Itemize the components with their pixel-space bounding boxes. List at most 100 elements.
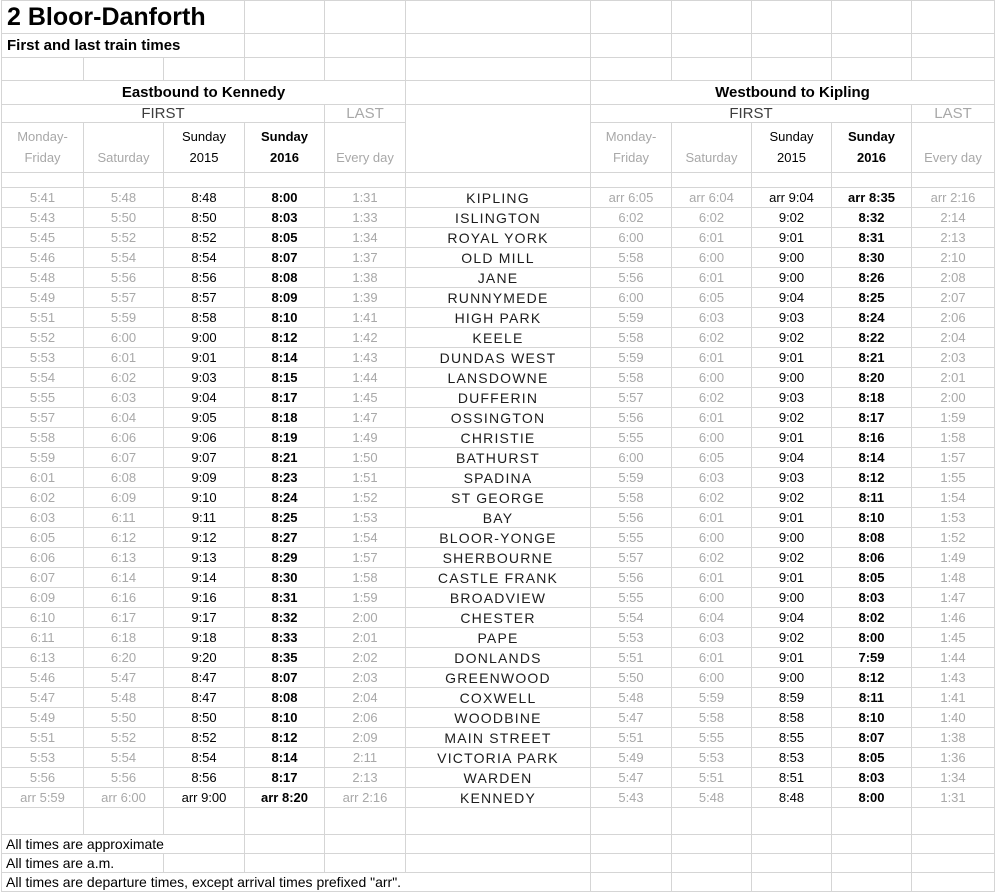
time-cell: 8:33	[244, 627, 325, 648]
time-cell: 9:02	[751, 207, 832, 228]
page-subtitle: First and last train times	[1, 33, 245, 58]
time-cell: 8:25	[831, 287, 912, 308]
time-cell: 8:07	[244, 667, 325, 688]
empty-cell	[831, 57, 912, 81]
time-cell: 6:03	[671, 467, 752, 488]
time-cell: 9:18	[163, 627, 245, 648]
time-cell: 9:00	[751, 267, 832, 288]
time-cell: 6:13	[1, 647, 84, 668]
time-cell: 1:40	[911, 707, 995, 728]
time-cell: 1:44	[324, 367, 406, 388]
time-cell: 8:14	[831, 447, 912, 468]
time-cell: 1:44	[911, 647, 995, 668]
time-cell: 1:51	[324, 467, 406, 488]
empty-cell	[911, 33, 995, 58]
time-cell: 5:52	[83, 227, 164, 248]
empty-cell	[324, 172, 406, 188]
time-cell: 5:58	[671, 707, 752, 728]
time-cell: 8:12	[244, 727, 325, 748]
time-cell: 8:52	[163, 227, 245, 248]
empty-cell	[911, 172, 995, 188]
time-cell: 9:03	[751, 387, 832, 408]
time-cell: 6:00	[671, 527, 752, 548]
time-cell: 7:59	[831, 647, 912, 668]
spacer-row	[1, 57, 995, 81]
time-cell: 2:14	[911, 207, 995, 228]
time-cell: 6:01	[671, 267, 752, 288]
time-cell: 5:58	[590, 327, 672, 348]
time-cell: 1:59	[324, 587, 406, 608]
time-cell: 6:03	[1, 507, 84, 528]
time-cell: 6:02	[1, 487, 84, 508]
time-cell: 8:55	[751, 727, 832, 748]
time-cell: 5:48	[671, 787, 752, 808]
time-cell: 1:31	[911, 787, 995, 808]
time-cell: 8:56	[163, 267, 245, 288]
time-cell: 1:41	[324, 307, 406, 328]
time-cell: 8:30	[831, 247, 912, 268]
time-cell: 8:31	[831, 227, 912, 248]
time-cell: 9:01	[751, 507, 832, 528]
time-cell: 5:49	[1, 287, 84, 308]
time-cell: 5:56	[1, 767, 84, 788]
time-cell: 6:10	[1, 607, 84, 628]
time-cell: arr 2:16	[324, 787, 406, 808]
empty-cell	[671, 834, 752, 854]
table-row: 5:46 5:54 8:54 8:07 1:37 OLD MILL 5:58 6:00 9:00…	[1, 247, 995, 268]
time-cell: 6:01	[1, 467, 84, 488]
time-cell: 8:12	[831, 467, 912, 488]
time-cell: 2:00	[911, 387, 995, 408]
time-cell: 6:00	[83, 327, 164, 348]
station-cell: KIPLING	[405, 187, 591, 208]
empty-cell	[911, 0, 995, 34]
table-row: 5:47 5:48 8:47 8:08 2:04 COXWELL 5:48 5:59 8:59 8…	[1, 687, 995, 708]
empty-cell	[244, 834, 325, 854]
station-cell: HIGH PARK	[405, 307, 591, 328]
time-cell: 2:02	[324, 647, 406, 668]
time-cell: 1:49	[911, 547, 995, 568]
time-cell: 5:56	[83, 267, 164, 288]
time-cell: 6:13	[83, 547, 164, 568]
time-cell: 6:01	[671, 347, 752, 368]
station-cell: ST GEORGE	[405, 487, 591, 508]
time-cell: 1:48	[911, 567, 995, 588]
time-cell: 6:12	[83, 527, 164, 548]
table-row: 6:09 6:16 9:16 8:31 1:59 BROADVIEW 5:55 6:00 9:0…	[1, 587, 995, 608]
time-cell: 6:00	[590, 447, 672, 468]
empty-cell	[671, 0, 752, 34]
time-cell: 5:55	[590, 587, 672, 608]
time-cell: 2:04	[911, 327, 995, 348]
empty-cell	[83, 57, 164, 81]
time-cell: 9:04	[751, 607, 832, 628]
time-cell: 2:01	[911, 367, 995, 388]
table-row: 5:54 6:02 9:03 8:15 1:44 LANSDOWNE 5:58 6:00 9:0…	[1, 367, 995, 388]
time-cell: 9:03	[751, 467, 832, 488]
time-cell: 5:58	[590, 247, 672, 268]
table-row: 6:01 6:08 9:09 8:23 1:51 SPADINA 5:59 6:03 9:03 8…	[1, 467, 995, 488]
time-cell: 5:53	[590, 627, 672, 648]
time-cell: 6:04	[83, 407, 164, 428]
station-cell: KEELE	[405, 327, 591, 348]
time-cell: 8:26	[831, 267, 912, 288]
station-cell: COXWELL	[405, 687, 591, 708]
time-cell: 5:58	[590, 487, 672, 508]
time-cell: 5:43	[590, 787, 672, 808]
time-cell: 8:10	[831, 507, 912, 528]
time-cell: 8:32	[244, 607, 325, 628]
empty-cell	[671, 853, 752, 873]
time-cell: 5:56	[590, 267, 672, 288]
time-cell: 8:59	[751, 687, 832, 708]
table-row: 5:48 5:56 8:56 8:08 1:38 JANE 5:56 6:01 9:00 8:26…	[1, 267, 995, 288]
time-cell: 8:00	[831, 627, 912, 648]
time-cell: 8:17	[831, 407, 912, 428]
time-cell: 1:34	[911, 767, 995, 788]
table-row: 5:59 6:07 9:07 8:21 1:50 BATHURST 6:00 6:05 9:04…	[1, 447, 995, 468]
time-cell: 8:48	[751, 787, 832, 808]
time-cell: 5:58	[1, 427, 84, 448]
time-cell: 8:05	[244, 227, 325, 248]
page-title: 2 Bloor-Danforth	[1, 0, 245, 34]
time-cell: 6:01	[671, 407, 752, 428]
time-cell: 8:07	[831, 727, 912, 748]
time-cell: 6:06	[1, 547, 84, 568]
